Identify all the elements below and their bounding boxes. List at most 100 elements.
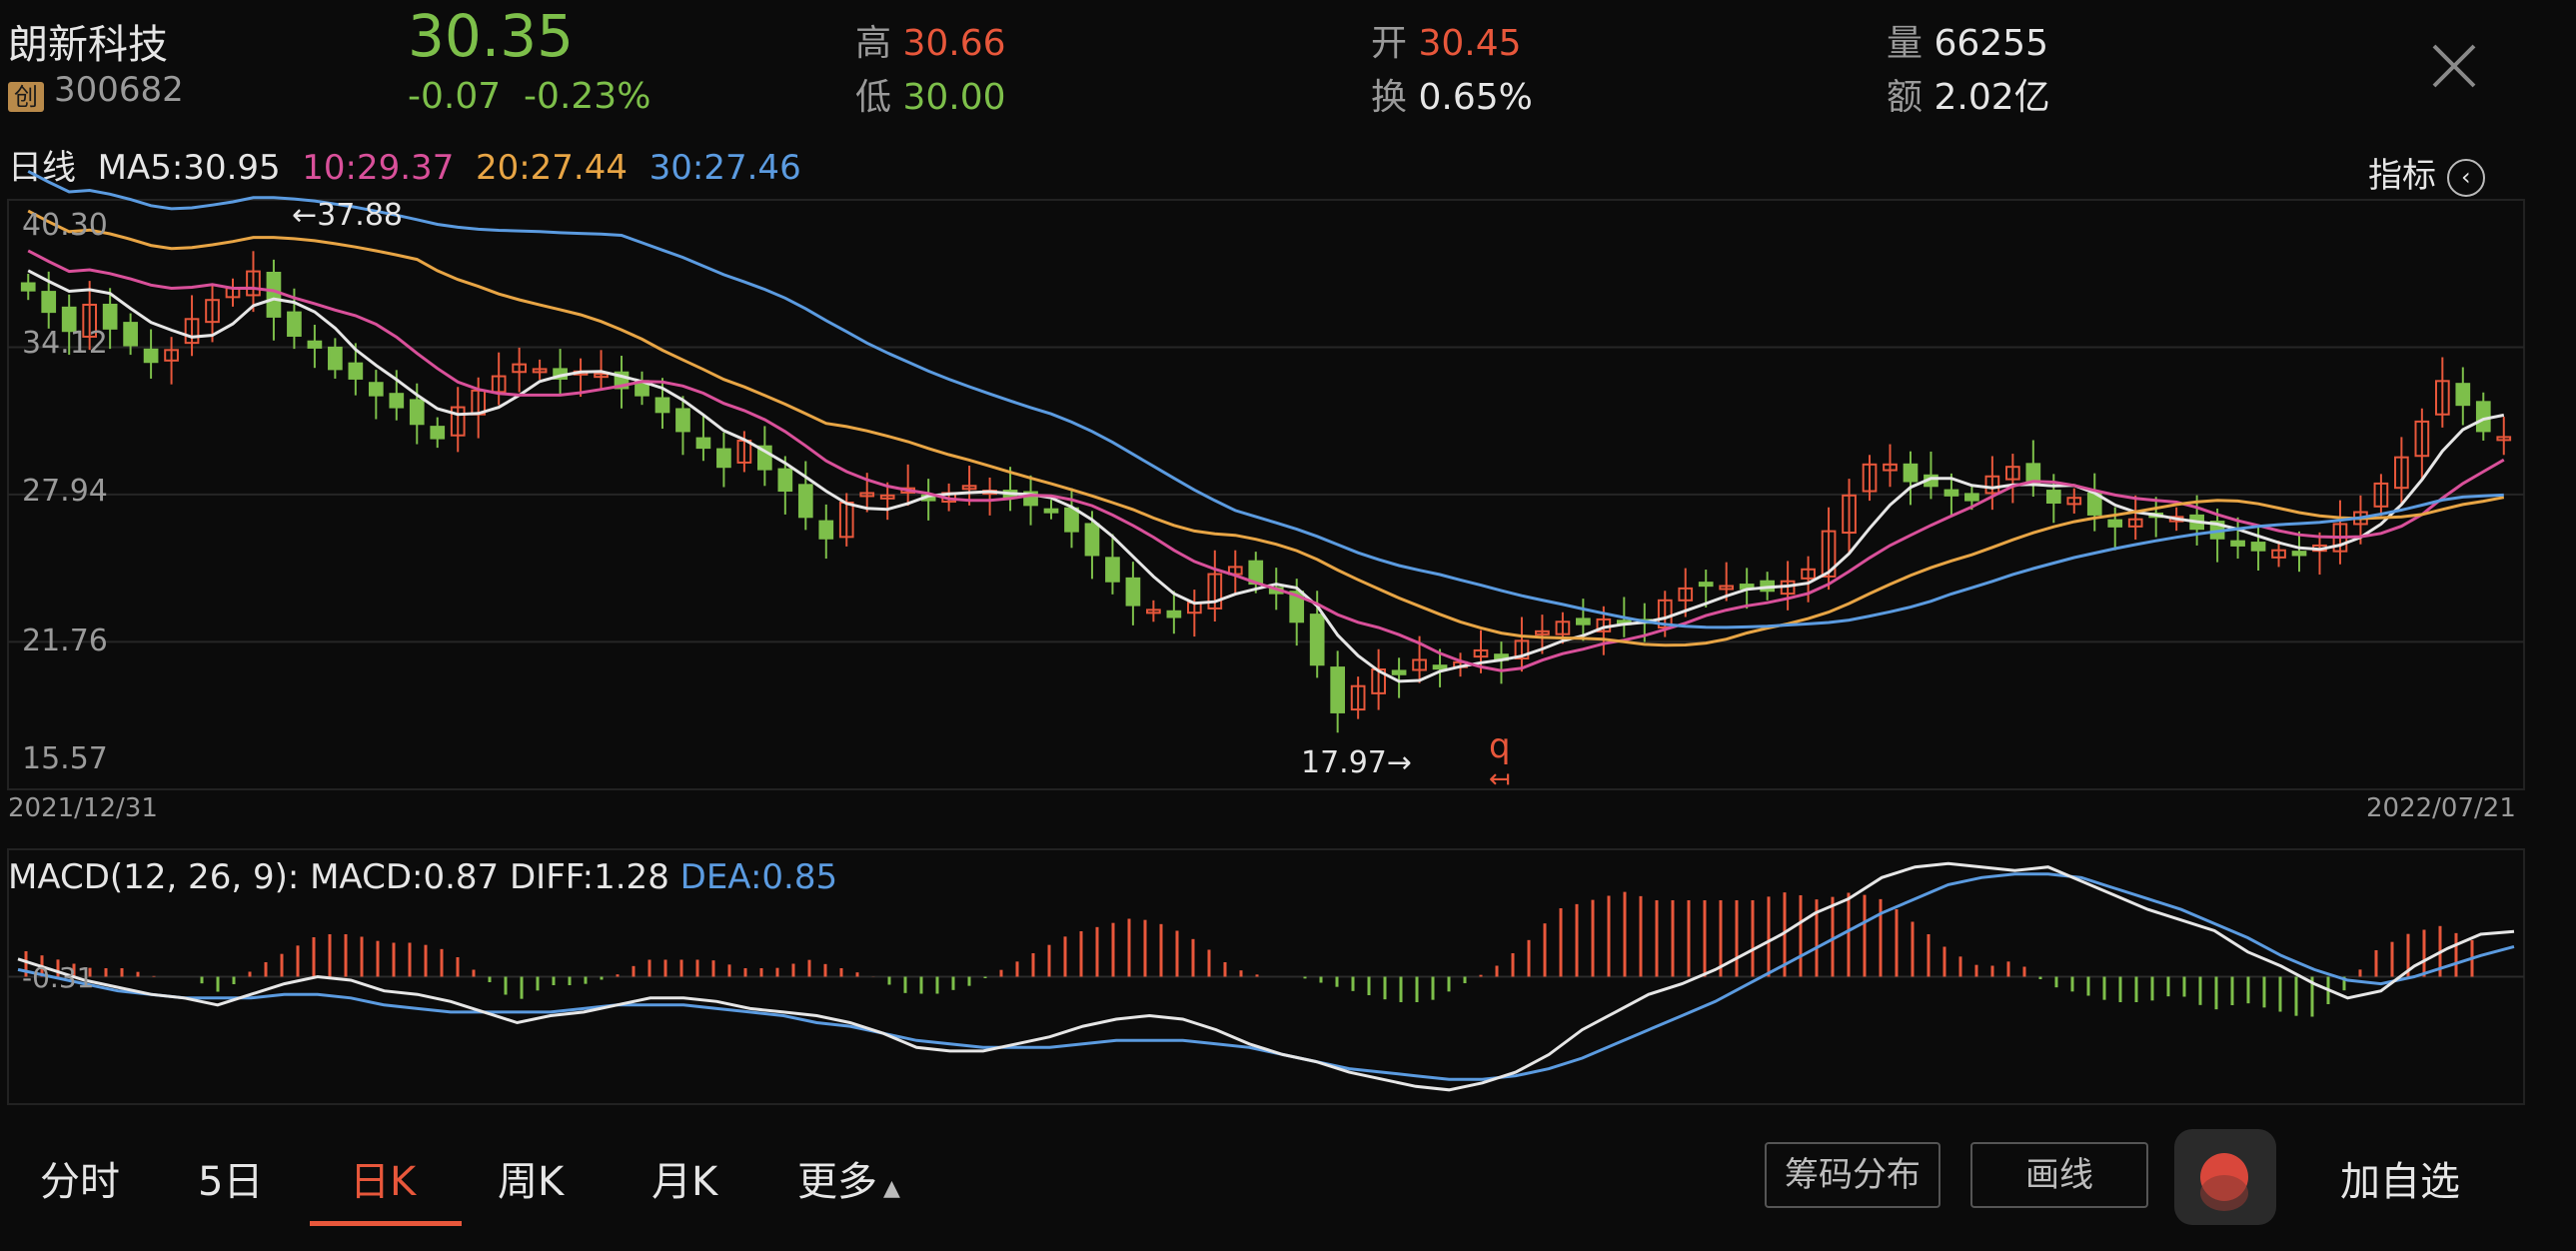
amount-stat: 额 2.02亿 [1887,77,2050,118]
candle-body [1350,684,1366,711]
tab-monthly-k[interactable]: 月K [651,1159,718,1205]
candlesticks [20,251,2512,733]
low-marker: 17.97→ [1301,745,1413,780]
candle-body [1391,669,1407,675]
candle-body [1432,664,1448,670]
ma10-label: 10:29.37 [302,148,455,188]
candle-body [1555,621,1571,635]
candle-body [2475,401,2491,433]
ma-lines [27,170,2505,683]
candle-body [1309,614,1325,666]
tab-weekly-k[interactable]: 周K [498,1159,565,1205]
chip-distribution-button[interactable]: 筹码分布 [1765,1142,1940,1208]
board-badge: 创 [8,81,44,112]
macd-label: MACD(12, 26, 9): MACD:0.87 DIFF:1.28 [8,857,669,897]
candle-body [1698,582,1714,588]
candle-body [594,373,609,379]
open-stat: 开 30.45 [1371,23,1522,64]
turnover-stat: 换 0.65% [1371,77,1533,118]
candle-body [2127,518,2143,528]
turnover-value: 0.65% [1418,77,1533,118]
candle-body [1678,587,1694,602]
ma30-line [27,170,2504,629]
candle-body [716,448,731,469]
candle-body [307,340,323,349]
macd-histogram [24,891,2474,1017]
candle-body [1657,599,1673,629]
candle-body [512,363,527,374]
active-tab-indicator [310,1221,462,1226]
candle-body [368,382,384,397]
ma10-line [27,249,2505,672]
candle-body [1043,508,1059,514]
q-marker[interactable]: q ↤ [1489,726,1511,794]
candle-body [184,318,200,345]
candle-body [1821,530,1837,578]
open-value: 30.45 [1418,23,1522,64]
indicator-label: 指标 [2368,156,2436,196]
ma30-label: 30:27.46 [648,148,801,188]
caret-up-icon: ▲ [883,1176,900,1201]
candle-body [1862,463,1878,493]
candle-body [1146,609,1161,615]
tab-more[interactable]: 更多 ▲ [797,1149,900,1207]
candle-body [409,399,425,426]
candle-body [695,437,711,450]
candle-body [61,306,77,333]
candle-body [205,299,220,324]
low-value: 30.00 [902,77,1006,118]
candle-body [2250,542,2266,552]
candle-body [328,346,343,371]
kline-chart[interactable] [0,0,2576,1119]
candle-body [859,492,875,498]
candle-body [266,272,282,318]
notification-icon[interactable] [2174,1129,2276,1225]
candle-body [2005,466,2020,481]
candle-body [123,322,138,347]
candle-body [1842,494,1857,535]
dea-line [17,872,2515,1081]
candle-body [879,494,895,500]
ma5-label: MA5:30.95 [97,148,281,188]
candle-body [20,282,36,292]
candle-body [41,291,57,314]
tab-daily-k[interactable]: 日K [350,1159,417,1205]
high-marker: ←37.88 [292,198,404,233]
macd-lines [17,861,2515,1092]
candle-body [1207,573,1223,610]
candle-body [1883,463,1898,472]
candle-body [143,348,159,364]
chevron-left-circle-icon: ‹ [2446,158,2485,197]
candle-body [2434,380,2450,416]
draw-line-button[interactable]: 画线 [1970,1142,2148,1208]
candle-body [1064,507,1079,533]
close-icon[interactable] [2424,36,2484,96]
current-price: 30.35 [408,2,575,70]
tab-5day[interactable]: 5日 [198,1159,264,1205]
indicator-button[interactable]: 指标 ‹ [2368,148,2485,197]
candle-body [1412,658,1427,671]
price-tick-4: 15.57 [22,741,108,776]
candle-body [2271,549,2286,559]
candle-body [654,397,670,414]
candle-body [1105,557,1120,583]
price-change: -0.07 -0.23% [408,76,650,117]
candle-body [675,408,690,433]
price-tick-2: 27.94 [22,474,108,509]
ma20-label: 20:27.44 [475,148,629,188]
candle-body [1719,585,1735,591]
candle-body [2414,420,2430,458]
candle-body [1943,489,1959,497]
add-to-watchlist-button[interactable]: 加自选 [2340,1159,2460,1205]
high-stat: 高 30.66 [855,23,1006,64]
candle-body [1535,629,1550,635]
price-grid [7,199,2525,790]
macd-legend: MACD(12, 26, 9): MACD:0.87 DIFF:1.28 DEA… [8,857,837,897]
candle-body [1984,475,2000,495]
price-tick-1: 34.12 [22,326,108,361]
tab-intraday[interactable]: 分时 [40,1159,120,1205]
candle-body [102,303,118,330]
price-tick-3: 21.76 [22,624,108,658]
candle-body [348,362,364,380]
volume-value: 66255 [1933,23,2048,64]
